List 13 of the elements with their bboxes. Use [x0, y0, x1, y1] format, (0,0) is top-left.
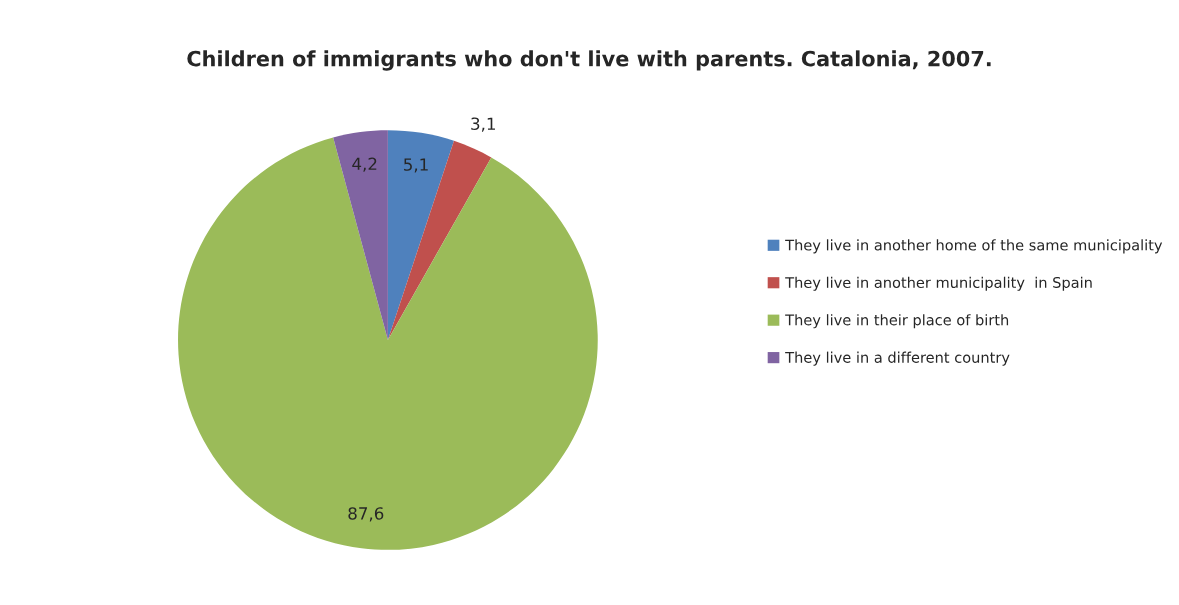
data-label: 87,6 — [348, 507, 384, 522]
legend-label: They live in another home of the same municipality — [785, 239, 1163, 254]
data-label: 5,1 — [404, 158, 428, 173]
chart-title: Children of immigrants who don't live with parents. Catalonia, 2007. — [187, 50, 991, 71]
legend-label: They live in a different country — [785, 351, 1010, 366]
data-label: 4,2 — [352, 157, 377, 172]
legend-label: They live in another municipality in Spain — [785, 276, 1092, 291]
pie-slice — [178, 137, 598, 550]
legend-label: They live in their place of birth — [785, 314, 1009, 329]
pie-slice — [387, 140, 492, 341]
data-label: 3,1 — [471, 117, 495, 132]
pie-slice — [387, 130, 454, 341]
pie-slice — [333, 130, 388, 341]
